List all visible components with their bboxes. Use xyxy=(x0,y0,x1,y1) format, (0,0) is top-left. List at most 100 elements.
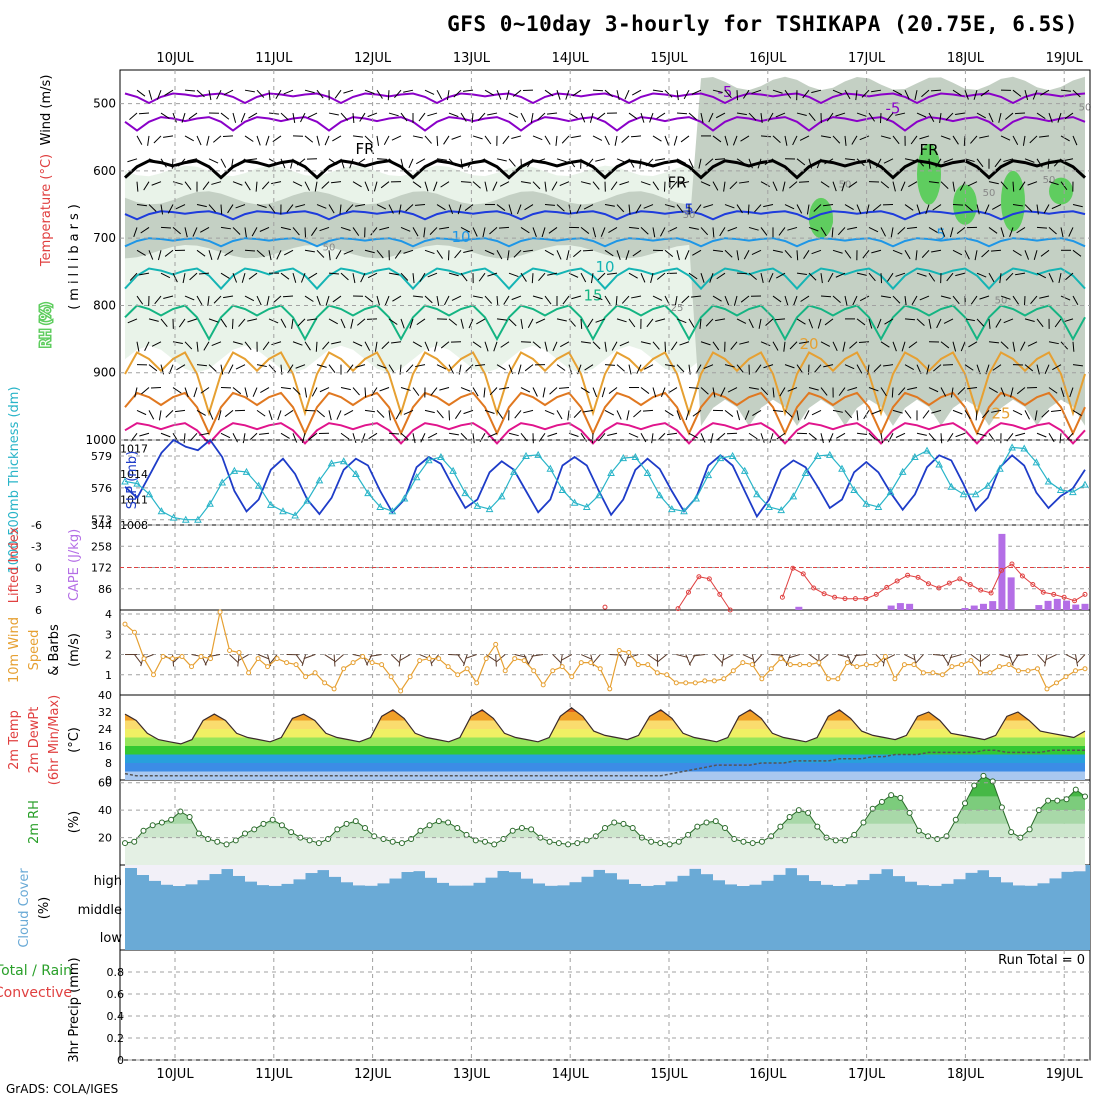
wind-barb xyxy=(727,226,738,232)
wind-barb xyxy=(208,90,212,101)
wind-barb xyxy=(981,410,990,419)
wind-barb xyxy=(739,181,750,184)
wind-speed-point xyxy=(1044,686,1050,692)
wind-barb xyxy=(256,89,265,98)
wind-barb xyxy=(304,387,308,398)
wind-barb xyxy=(640,433,647,443)
wind-barb xyxy=(160,204,164,215)
wind-barb xyxy=(842,341,846,352)
wind-barb xyxy=(1068,227,1074,237)
thickness-point xyxy=(765,502,773,510)
wind-barb xyxy=(868,272,876,282)
wind10m-barb xyxy=(1065,654,1077,661)
wind-barb xyxy=(760,387,769,396)
wind-barb xyxy=(430,387,438,396)
wind-barb xyxy=(592,89,604,92)
wind-barb xyxy=(736,364,744,373)
wind10m-barb xyxy=(915,654,924,664)
wind-barb xyxy=(1010,387,1014,398)
rh-point xyxy=(195,830,202,837)
wind-barb xyxy=(740,295,750,303)
wind-barb xyxy=(403,249,414,254)
wind-barb xyxy=(364,249,375,254)
wind-barb xyxy=(975,410,978,421)
wind-barb xyxy=(300,272,306,283)
wind-barb xyxy=(1005,272,1014,281)
wind-barb xyxy=(685,410,690,421)
cloud-high-gap xyxy=(761,865,774,881)
wind-barb xyxy=(619,181,630,186)
rh-point xyxy=(158,819,165,826)
wind-barb xyxy=(851,135,858,145)
wind-barb xyxy=(560,341,570,348)
wind-barb xyxy=(213,135,222,143)
wind-barb xyxy=(287,364,294,374)
panel-frame-precip xyxy=(119,949,1091,1061)
wind-barb xyxy=(371,387,378,397)
wind-barb xyxy=(760,433,765,443)
wind-barb xyxy=(808,272,817,281)
wind-barb xyxy=(892,409,903,414)
wind-barb xyxy=(368,432,378,440)
wind-barb xyxy=(392,295,402,302)
wind-barb xyxy=(808,158,813,169)
wind-barb xyxy=(926,364,930,375)
wind10m-barb xyxy=(134,654,143,665)
wind-barb xyxy=(584,364,594,371)
wind-barb xyxy=(910,135,918,145)
wind-speed-point xyxy=(369,660,375,666)
wind-barb xyxy=(811,89,822,94)
wind-speed-point xyxy=(293,662,299,668)
wind-barb xyxy=(760,112,763,124)
wind-barb xyxy=(154,295,162,305)
rh-point xyxy=(482,838,488,845)
wind-barb xyxy=(164,89,174,96)
wind-barb xyxy=(628,432,639,438)
wind-barb xyxy=(884,318,894,325)
wind10m-barb xyxy=(552,654,562,664)
x-tick-bottom: 11JUL xyxy=(255,1067,293,1082)
wind-barb xyxy=(189,432,198,442)
x-tick-top: 18JUL xyxy=(947,51,985,66)
wind-barb xyxy=(202,181,210,190)
wind-barb xyxy=(196,364,207,367)
isotherm-5 xyxy=(124,210,1086,221)
wind10m-barb xyxy=(837,654,850,659)
wind-barb xyxy=(873,364,882,373)
wind-barb xyxy=(879,113,882,124)
cloud-high-gap xyxy=(1037,865,1050,884)
rh-point xyxy=(998,804,1005,811)
wind-barb xyxy=(496,295,499,307)
thickness-point xyxy=(789,492,798,500)
wind-barb xyxy=(216,89,222,100)
wind-barb xyxy=(388,318,398,325)
wind-barb xyxy=(556,410,563,420)
contour-label-14: 50 xyxy=(839,180,852,191)
wind-barb xyxy=(1048,112,1053,123)
ylabel-wind10m-b: Speed xyxy=(27,630,42,671)
rh-point xyxy=(426,822,433,829)
wind-barb xyxy=(668,387,678,394)
cloud-high-gap xyxy=(809,865,822,882)
cloud-high-gap xyxy=(389,865,402,879)
wind-barb xyxy=(523,249,534,253)
rh-band-high-1 xyxy=(917,144,941,205)
wind-barb xyxy=(283,249,294,256)
wind-barb xyxy=(275,89,282,100)
wind-barb xyxy=(928,181,939,184)
thickness-point xyxy=(218,478,227,486)
wind10m-barb xyxy=(269,654,278,665)
thickness-point xyxy=(959,490,968,498)
wind-barb xyxy=(235,204,246,209)
thickness-point xyxy=(266,500,275,508)
wind-barb xyxy=(1024,410,1030,420)
y-tick-precip: 0.8 xyxy=(107,966,125,979)
wind-barb xyxy=(367,272,378,279)
wind-barb xyxy=(1060,89,1071,92)
cape-bar xyxy=(1081,603,1089,610)
wind-barb xyxy=(248,272,258,280)
wind-barb xyxy=(535,318,546,324)
wind-barb xyxy=(760,135,772,138)
wind-barb xyxy=(712,89,723,93)
wind-barb xyxy=(340,158,345,169)
